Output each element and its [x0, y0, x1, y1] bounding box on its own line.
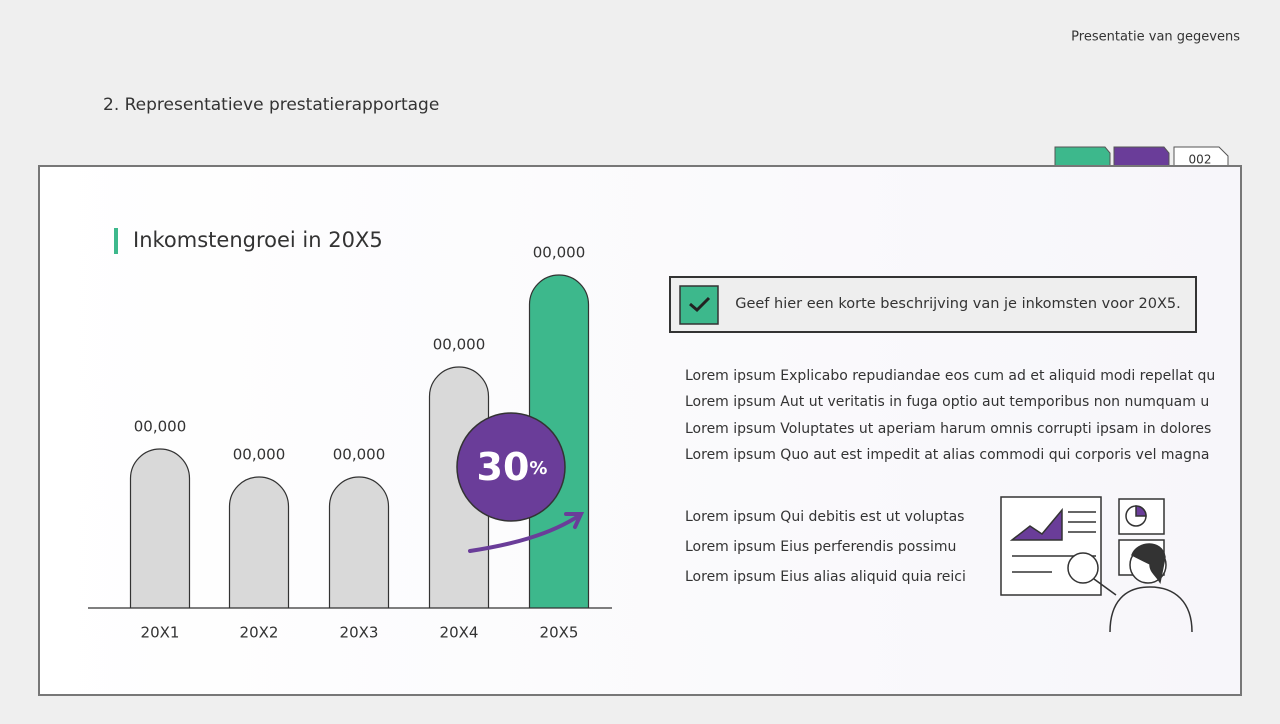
bar: [228, 476, 290, 608]
x-tick-label: 20X2: [240, 624, 279, 642]
description-box: [669, 276, 1197, 333]
paragraph-line: Lorem ipsum Aut ut veritatis in fuga opt…: [685, 394, 1209, 410]
badge-text: 30%: [477, 445, 548, 489]
chart-title: Inkomstengroei in 20X5: [133, 228, 383, 252]
badge: [456, 412, 566, 522]
check-mark: [689, 296, 711, 313]
badge-unit: %: [529, 458, 547, 479]
chart: 00,000 20X1 00,000 20X2 00,000 20X3 00,000 20X4…: [88, 244, 612, 642]
x-tick-label: 20X3: [340, 624, 379, 642]
check-icon: [679, 285, 719, 325]
list-item: Lorem ipsum Qui debitis est ut voluptas: [685, 509, 964, 525]
list-item: Lorem ipsum Eius perferendis possimu: [685, 539, 956, 555]
bar-label: 00,000: [533, 244, 586, 262]
bar: [328, 476, 390, 608]
arrow: [468, 512, 585, 553]
list-item: Lorem ipsum Eius alias aliquid quia reic…: [685, 569, 966, 585]
text-block: Lorem ipsum Explicabo repudiandae eos cu…: [685, 368, 1215, 585]
tab-purple: [1113, 146, 1170, 167]
bar: [129, 448, 191, 608]
badge-number: 30: [477, 445, 530, 489]
tab-green: [1054, 146, 1111, 167]
illustration: [1000, 496, 1193, 633]
bar-label: 00,000: [134, 418, 187, 436]
title-accent: [114, 228, 118, 254]
description: Geef hier een korte beschrijving van je …: [735, 296, 1181, 312]
paragraph-line: Lorem ipsum Voluptates ut aperiam harum …: [685, 421, 1211, 437]
x-tick-label: 20X5: [540, 624, 579, 642]
x-tick-label: 20X1: [141, 624, 180, 642]
x-tick-label: 20X4: [440, 624, 479, 642]
tab-label: 002: [1189, 153, 1212, 167]
section-title: 2. Representatieve prestatierapportage: [103, 95, 439, 115]
bar-label: 00,000: [333, 446, 386, 464]
paragraph-line: Lorem ipsum Quo aut est impedit at alias…: [685, 447, 1209, 463]
brand: Presentatie van gegevens: [1071, 30, 1240, 45]
paragraph-line: Lorem ipsum Explicabo repudiandae eos cu…: [685, 368, 1215, 384]
bar-label: 00,000: [233, 446, 286, 464]
bar-label: 00,000: [433, 336, 486, 354]
